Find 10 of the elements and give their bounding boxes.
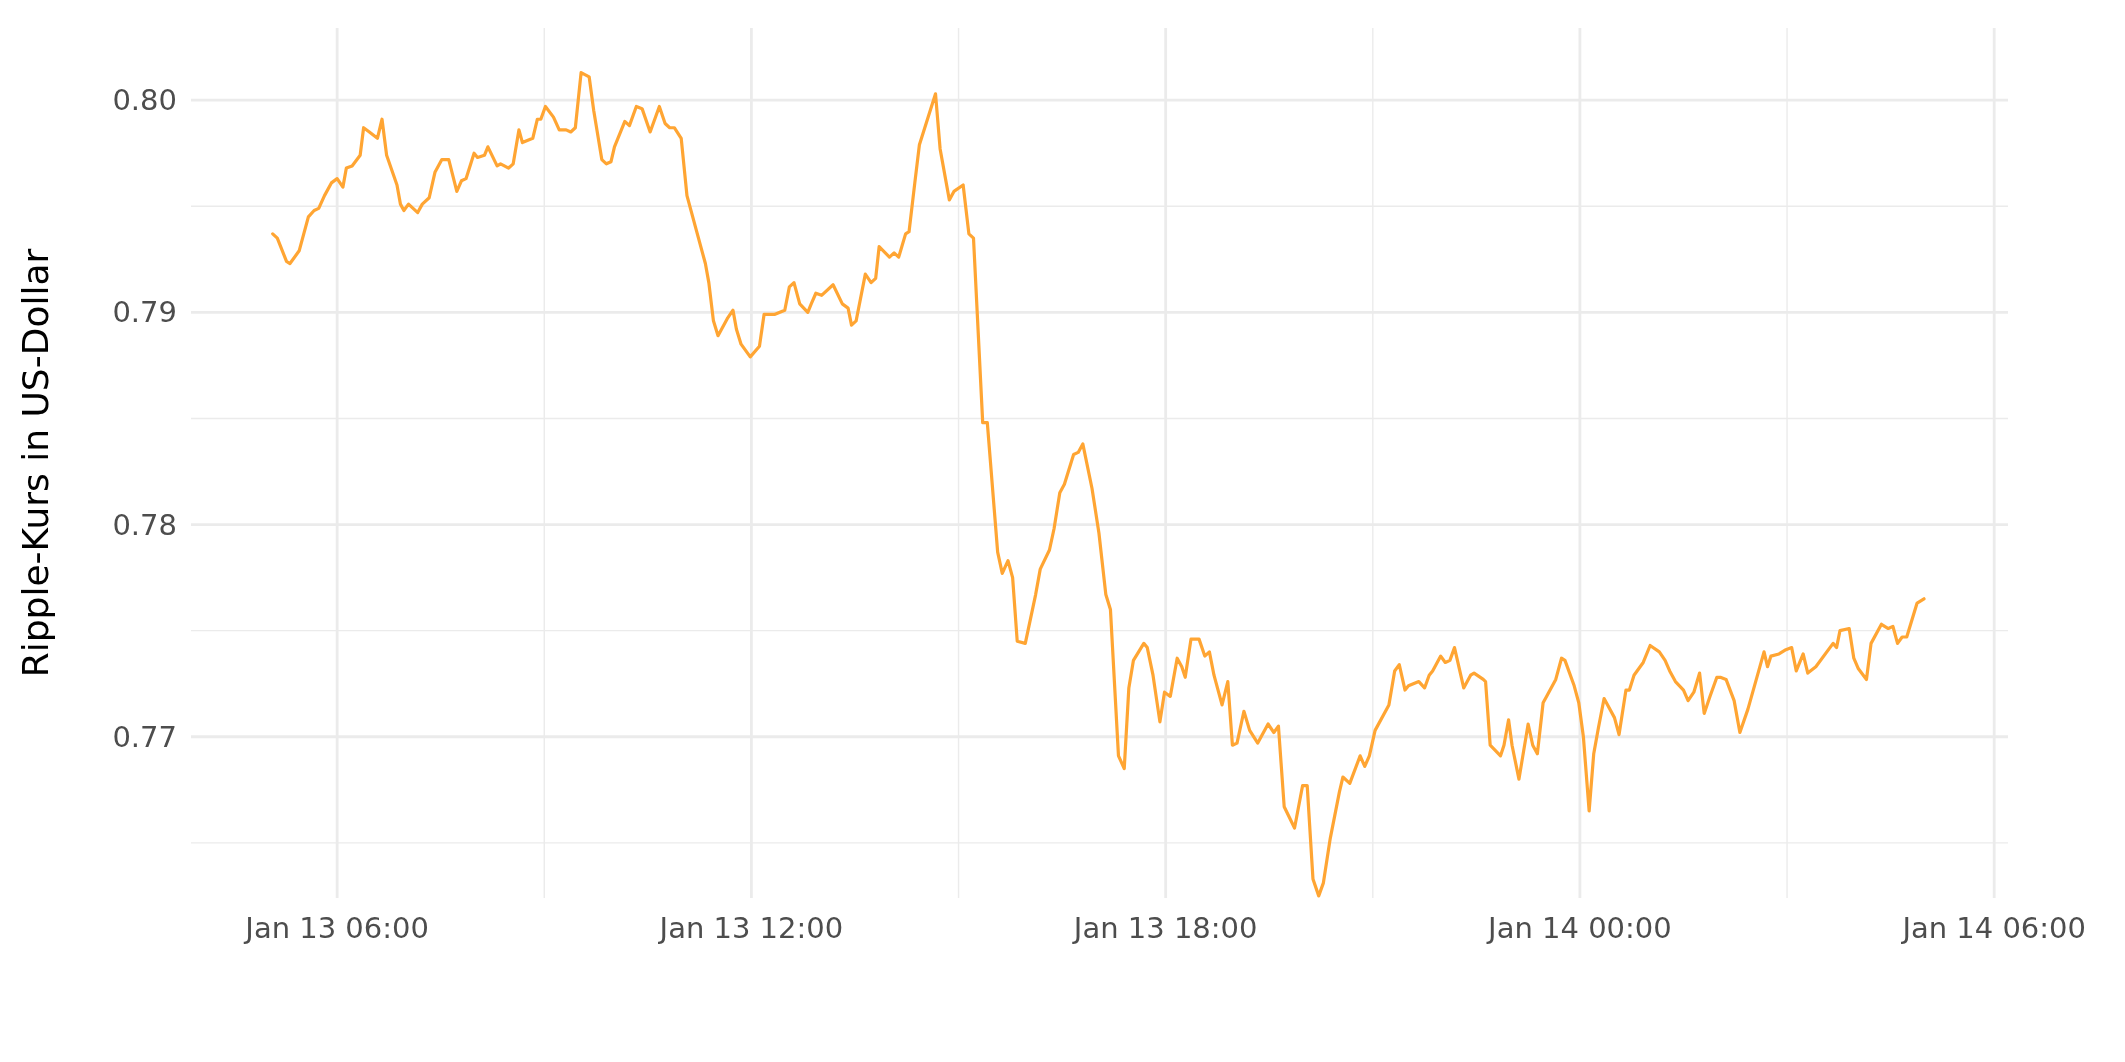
y-tick-label: 0.79 [112,295,177,330]
x-tick-label: Jan 13 06:00 [243,911,429,945]
y-tick-label: 0.78 [112,507,177,542]
y-tick-label: 0.80 [112,83,177,118]
x-tick-label: Jan 13 18:00 [1071,911,1258,945]
x-tick-label: Jan 13 12:00 [657,911,844,945]
x-tick-label: Jan 14 00:00 [1486,911,1672,945]
y-tick-label: 0.77 [112,719,177,754]
y-axis-title: Ripple-Kurs in US-Dollar [15,248,56,678]
x-tick-label: Jan 14 06:00 [1900,911,2086,945]
